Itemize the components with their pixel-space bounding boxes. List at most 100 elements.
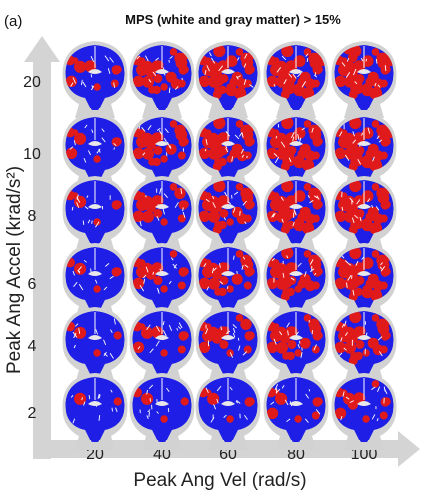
brain-slice	[62, 373, 128, 450]
strain-region	[348, 356, 358, 366]
ventricle	[289, 69, 303, 74]
brainstem	[91, 362, 99, 376]
strain-region	[226, 285, 234, 293]
strain-region	[241, 259, 254, 271]
strain-region	[294, 415, 302, 423]
brainstem	[91, 231, 99, 245]
strain-region	[274, 67, 284, 77]
strain-region	[361, 127, 374, 139]
strain-region	[343, 135, 351, 143]
brain-slice	[195, 113, 261, 190]
strain-region	[132, 277, 145, 289]
strain-region	[111, 267, 121, 277]
strain-region	[282, 352, 290, 360]
strain-region	[136, 265, 149, 278]
ventricle	[221, 271, 235, 276]
strain-region	[283, 80, 295, 93]
brain-slice	[129, 243, 195, 320]
ventricle	[88, 204, 102, 209]
strain-region	[160, 285, 168, 293]
strain-region	[281, 247, 294, 260]
strain-region	[367, 152, 374, 159]
strain-region	[372, 78, 384, 90]
strain-region	[358, 396, 365, 403]
strain-region	[132, 341, 145, 353]
strain-region	[280, 225, 290, 235]
figure-title: MPS (white and gray matter) > 15%	[125, 12, 341, 27]
strain-region	[266, 277, 279, 289]
strain-region	[74, 132, 87, 145]
strain-region	[138, 192, 146, 199]
brain-tissue	[334, 180, 394, 243]
strain-region	[113, 331, 122, 340]
brain-grid	[62, 41, 397, 450]
strain-region	[153, 209, 163, 218]
brain-slice	[62, 243, 128, 320]
y-tick-label: 4	[28, 338, 37, 355]
strain-region	[226, 218, 234, 226]
strain-region	[370, 289, 383, 302]
strain-region	[198, 147, 211, 159]
y-axis-arrow	[24, 36, 60, 459]
brain-slice	[331, 243, 397, 320]
strain-region	[334, 210, 347, 222]
brain-tissue	[334, 311, 394, 374]
ventricle	[221, 69, 235, 74]
strain-region	[372, 280, 384, 292]
brain-slice	[195, 307, 261, 384]
brainstem	[292, 428, 300, 442]
strain-region	[206, 139, 216, 149]
strain-region	[299, 337, 311, 349]
brain-tissue	[65, 311, 125, 374]
strain-region	[132, 147, 145, 159]
strain-region	[379, 411, 388, 420]
ventricle	[88, 335, 102, 340]
strain-region	[71, 57, 79, 64]
strain-region	[111, 65, 121, 75]
strain-region	[180, 397, 189, 406]
brain-tissue	[198, 180, 258, 243]
x-tick-labels: 20 40 60 80 100	[86, 446, 377, 463]
brainstem	[292, 362, 300, 376]
brain-slice	[195, 243, 261, 320]
ventricle	[155, 271, 169, 276]
brain-tissue	[198, 377, 258, 440]
strain-region	[304, 213, 316, 225]
strain-region	[138, 259, 146, 266]
strain-region	[243, 281, 252, 290]
strain-region	[299, 215, 306, 222]
brain-tissue	[198, 117, 258, 180]
strain-region	[198, 277, 211, 289]
ventricle	[357, 69, 371, 74]
strain-region	[334, 341, 347, 353]
strain-region	[235, 314, 244, 322]
strain-region	[371, 380, 380, 388]
strain-region	[111, 137, 121, 147]
brain-slice	[331, 113, 397, 190]
strain-region	[340, 325, 348, 333]
brain-slice	[263, 176, 329, 253]
strain-region	[372, 344, 384, 356]
y-tick-label: 20	[23, 74, 41, 91]
brainstem	[292, 96, 300, 110]
brain-slice	[129, 113, 195, 190]
brainstem	[91, 96, 99, 110]
strain-region	[198, 75, 211, 87]
ventricle	[357, 141, 371, 146]
strain-region	[299, 80, 306, 87]
y-tick-label: 2	[28, 405, 37, 422]
strain-region	[141, 326, 154, 339]
strain-region	[349, 247, 362, 260]
x-tick-label: 60	[219, 446, 237, 463]
strain-region	[153, 74, 163, 83]
strain-region	[113, 397, 122, 406]
strain-region	[219, 340, 229, 349]
strain-region	[65, 75, 78, 87]
strain-region	[74, 60, 87, 73]
strain-region	[132, 210, 145, 222]
strain-region	[304, 280, 316, 292]
strain-region	[153, 276, 163, 285]
ventricle	[289, 401, 303, 406]
brain-slice	[331, 307, 397, 384]
strain-region	[367, 80, 374, 87]
